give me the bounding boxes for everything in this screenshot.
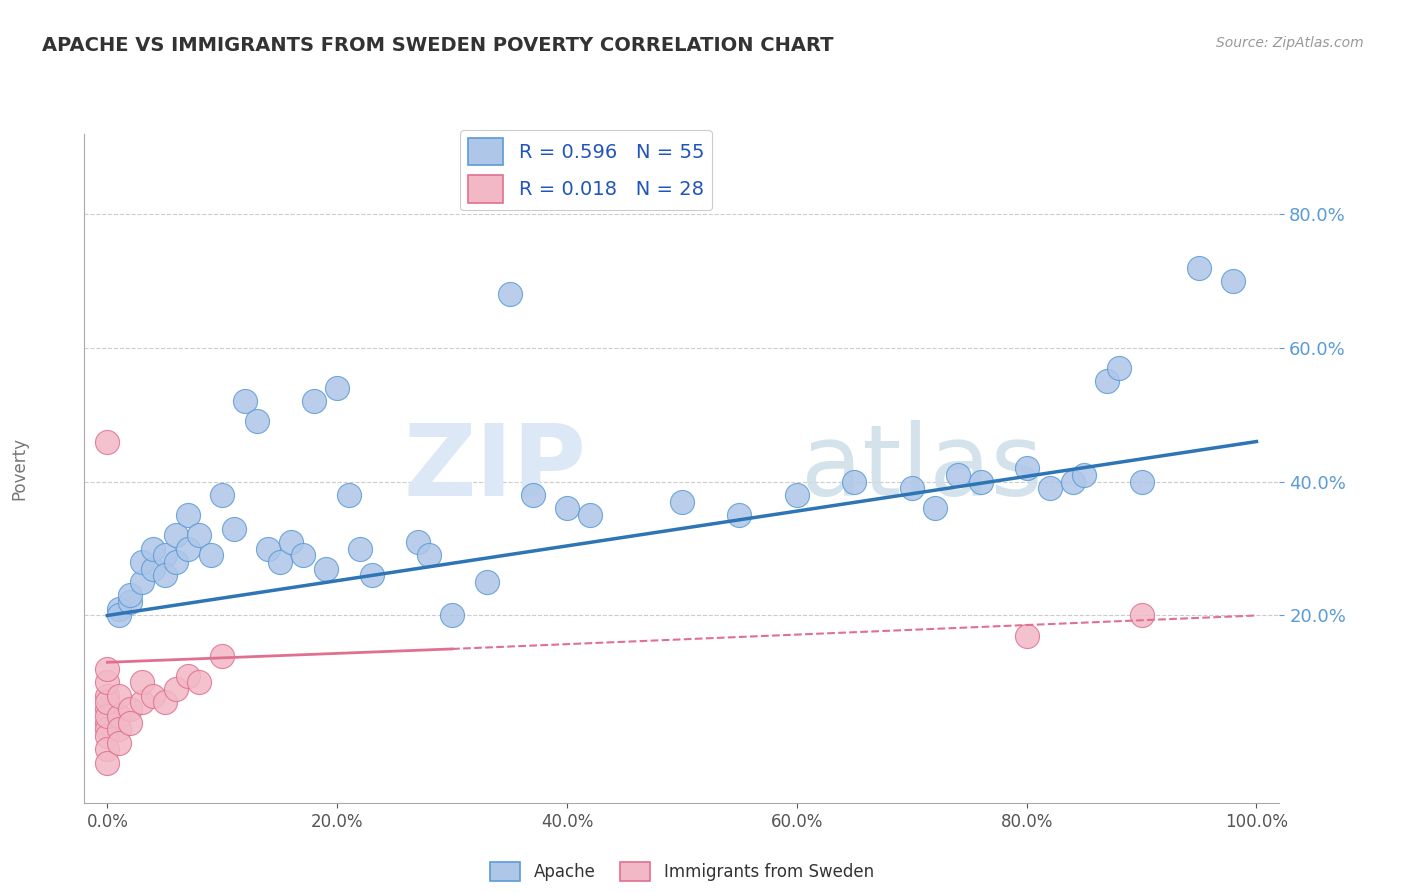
Point <box>153 548 176 563</box>
Point <box>1039 482 1062 496</box>
Point <box>302 394 325 409</box>
Point <box>96 715 118 730</box>
Point <box>120 595 142 609</box>
Point <box>349 541 371 556</box>
Point <box>120 715 142 730</box>
Point <box>108 689 131 703</box>
Point <box>108 708 131 723</box>
Point <box>120 702 142 716</box>
Point <box>177 541 200 556</box>
Text: Source: ZipAtlas.com: Source: ZipAtlas.com <box>1216 36 1364 50</box>
Point <box>418 548 440 563</box>
Point <box>200 548 222 563</box>
Legend: Apache, Immigrants from Sweden: Apache, Immigrants from Sweden <box>484 855 880 888</box>
Point <box>108 602 131 616</box>
Point <box>1015 461 1038 475</box>
Point <box>165 555 187 569</box>
Point <box>1095 375 1118 389</box>
Point <box>475 575 498 590</box>
Point <box>211 648 233 663</box>
Point <box>142 541 165 556</box>
Point <box>131 696 153 710</box>
Point <box>1222 274 1244 288</box>
Point <box>970 475 993 489</box>
Point <box>108 735 131 749</box>
Point <box>280 535 302 549</box>
Point <box>222 521 245 535</box>
Point <box>946 467 969 482</box>
Point <box>315 562 337 576</box>
Text: atlas: atlas <box>801 420 1043 516</box>
Point <box>96 756 118 770</box>
Text: ZIP: ZIP <box>404 420 586 516</box>
Point <box>177 669 200 683</box>
Y-axis label: Poverty: Poverty <box>11 437 28 500</box>
Point <box>96 702 118 716</box>
Point <box>1015 628 1038 642</box>
Point <box>131 675 153 690</box>
Point <box>1130 475 1153 489</box>
Point <box>233 394 256 409</box>
Point <box>360 568 382 582</box>
Point <box>131 555 153 569</box>
Point <box>96 723 118 737</box>
Point <box>1073 467 1095 482</box>
Point <box>337 488 360 502</box>
Point <box>96 696 118 710</box>
Point <box>120 589 142 603</box>
Point <box>498 287 520 301</box>
Text: APACHE VS IMMIGRANTS FROM SWEDEN POVERTY CORRELATION CHART: APACHE VS IMMIGRANTS FROM SWEDEN POVERTY… <box>42 36 834 54</box>
Point <box>406 535 429 549</box>
Point <box>96 662 118 676</box>
Point <box>291 548 314 563</box>
Point <box>142 562 165 576</box>
Point <box>1130 608 1153 623</box>
Point <box>108 723 131 737</box>
Point <box>579 508 602 523</box>
Point <box>1062 475 1084 489</box>
Point <box>786 488 808 502</box>
Point <box>924 501 946 516</box>
Point <box>900 482 922 496</box>
Point <box>96 729 118 743</box>
Point <box>96 708 118 723</box>
Point <box>108 608 131 623</box>
Point <box>246 414 269 429</box>
Point <box>96 689 118 703</box>
Point <box>153 696 176 710</box>
Point <box>1108 361 1130 376</box>
Point <box>188 675 211 690</box>
Point <box>165 681 187 696</box>
Point <box>555 501 578 516</box>
Point <box>165 528 187 542</box>
Point <box>211 488 233 502</box>
Point <box>153 568 176 582</box>
Point <box>96 434 118 449</box>
Point <box>269 555 291 569</box>
Point <box>441 608 464 623</box>
Point <box>96 675 118 690</box>
Point <box>1188 260 1211 275</box>
Point <box>326 381 349 395</box>
Point <box>142 689 165 703</box>
Point <box>96 742 118 756</box>
Point <box>131 575 153 590</box>
Point <box>177 508 200 523</box>
Point <box>844 475 866 489</box>
Point <box>522 488 544 502</box>
Point <box>671 494 693 508</box>
Point <box>728 508 751 523</box>
Point <box>257 541 280 556</box>
Point <box>188 528 211 542</box>
